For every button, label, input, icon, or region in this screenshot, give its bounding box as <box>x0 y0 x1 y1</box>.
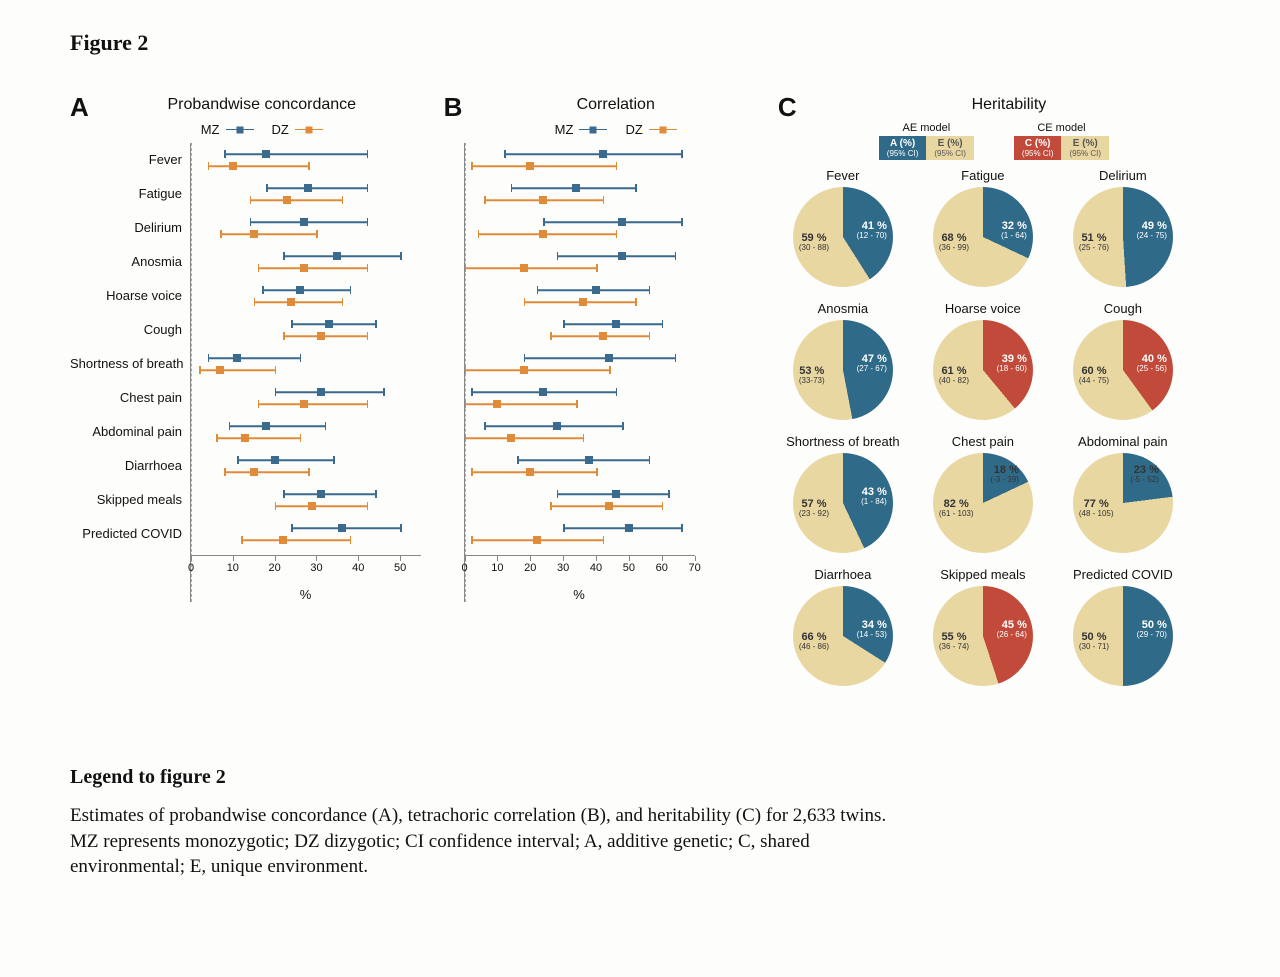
pie-title: Chest pain <box>918 434 1048 449</box>
panel-c: C Heritability AE modelA (%)(95% CI)E (%… <box>778 96 1210 686</box>
panel-b-legend: MZ DZ <box>444 122 758 137</box>
pie-grid: Fever41 %(12 - 70)59 %(30 - 88)Fatigue32… <box>778 168 1210 686</box>
symptom-label: Diarrhoea <box>70 449 182 483</box>
forest-row <box>465 279 694 313</box>
model-legend: AE modelA (%)(95% CI)E (%)(95% CI) CE mod… <box>778 122 1210 160</box>
pie-diarrhoea: Diarrhoea34 %(14 - 53)66 %(46 - 86) <box>778 567 908 686</box>
x-axis-label: % <box>465 587 694 602</box>
pie-predicted-covid: Predicted COVID50 %(29 - 70)50 %(30 - 71… <box>1058 567 1188 686</box>
legend-dz-label: DZ <box>272 122 289 137</box>
pie-title: Delirium <box>1058 168 1188 183</box>
panel-b-ylabels <box>444 143 464 602</box>
forest-row <box>465 313 694 347</box>
symptom-label: Shortness of breath <box>70 347 182 381</box>
legend-mz-label: MZ <box>201 122 220 137</box>
pie-anosmia: Anosmia47 %(27 - 67)53 %(33-73) <box>778 301 908 420</box>
legend-dz-label: DZ <box>625 122 642 137</box>
panel-a-title: Probandwise concordance <box>70 96 424 114</box>
panel-a-legend: MZ DZ <box>70 122 424 137</box>
panel-a: A Probandwise concordance MZ DZ FeverFat… <box>70 96 424 602</box>
forest-row <box>191 143 420 177</box>
forest-row <box>191 177 420 211</box>
legend-mz-label: MZ <box>555 122 574 137</box>
forest-row <box>465 211 694 245</box>
pie-chest-pain: Chest pain18 %(-3 - 39)82 %(61 - 103) <box>918 434 1048 553</box>
pie-shortness-of-breath: Shortness of breath43 %(1 - 84)57 %(23 -… <box>778 434 908 553</box>
forest-row <box>465 347 694 381</box>
model-box-ce: CE modelC (%)(95% CI)E (%)(95% CI) <box>1014 122 1109 160</box>
pie-title: Shortness of breath <box>778 434 908 449</box>
pie-delirium: Delirium49 %(24 - 75)51 %(25 - 76) <box>1058 168 1188 287</box>
pie-abdominal-pain: Abdominal pain23 %(-5 - 52)77 %(48 - 105… <box>1058 434 1188 553</box>
symptom-label: Skipped meals <box>70 483 182 517</box>
legend-body: Estimates of probandwise concordance (A)… <box>70 803 890 880</box>
symptom-label: Hoarse voice <box>70 279 182 313</box>
symptom-label: Fever <box>70 143 182 177</box>
pie-title: Fever <box>778 168 908 183</box>
panel-a-ylabels: FeverFatigueDeliriumAnosmiaHoarse voiceC… <box>70 143 190 602</box>
symptom-label: Fatigue <box>70 177 182 211</box>
pie-cough: Cough40 %(25 - 56)60 %(44 - 75) <box>1058 301 1188 420</box>
pie-title: Cough <box>1058 301 1188 316</box>
pie-title: Predicted COVID <box>1058 567 1188 582</box>
panels-row: A Probandwise concordance MZ DZ FeverFat… <box>70 96 1210 686</box>
symptom-label: Abdominal pain <box>70 415 182 449</box>
panel-a-letter: A <box>70 92 89 123</box>
panel-a-plot: 01020304050% <box>190 143 420 602</box>
forest-row <box>191 279 420 313</box>
panel-c-letter: C <box>778 92 797 123</box>
pie-hoarse-voice: Hoarse voice39 %(18 - 60)61 %(40 - 82) <box>918 301 1048 420</box>
forest-row <box>465 517 694 551</box>
panel-b-plot: 010203040506070% <box>464 143 694 602</box>
forest-row <box>465 245 694 279</box>
pie-skipped-meals: Skipped meals45 %(26 - 64)55 %(36 - 74) <box>918 567 1048 686</box>
symptom-label: Delirium <box>70 211 182 245</box>
forest-row <box>465 483 694 517</box>
pie-title: Fatigue <box>918 168 1048 183</box>
forest-row <box>191 245 420 279</box>
forest-row <box>191 313 420 347</box>
forest-row <box>191 381 420 415</box>
forest-row <box>191 517 420 551</box>
forest-row <box>191 483 420 517</box>
pie-title: Skipped meals <box>918 567 1048 582</box>
figure-legend: Legend to figure 2 Estimates of probandw… <box>70 766 890 880</box>
panel-b-title: Correlation <box>444 96 758 114</box>
forest-row <box>465 449 694 483</box>
forest-row <box>465 143 694 177</box>
forest-row <box>191 415 420 449</box>
forest-row <box>465 381 694 415</box>
pie-title: Hoarse voice <box>918 301 1048 316</box>
forest-row <box>191 211 420 245</box>
symptom-label: Cough <box>70 313 182 347</box>
symptom-label: Chest pain <box>70 381 182 415</box>
pie-fever: Fever41 %(12 - 70)59 %(30 - 88) <box>778 168 908 287</box>
symptom-label: Anosmia <box>70 245 182 279</box>
panel-b: B Correlation MZ DZ 010203040506070% <box>444 96 758 602</box>
panel-b-letter: B <box>444 92 463 123</box>
pie-fatigue: Fatigue32 %(1 - 64)68 %(36 - 99) <box>918 168 1048 287</box>
symptom-label: Predicted COVID <box>70 517 182 551</box>
forest-row <box>191 347 420 381</box>
figure-title: Figure 2 <box>70 30 1210 56</box>
pie-title: Diarrhoea <box>778 567 908 582</box>
pie-title: Abdominal pain <box>1058 434 1188 449</box>
forest-row <box>191 449 420 483</box>
forest-row <box>465 177 694 211</box>
panel-c-title: Heritability <box>778 96 1210 114</box>
x-axis-label: % <box>191 587 420 602</box>
legend-heading: Legend to figure 2 <box>70 766 890 789</box>
forest-row <box>465 415 694 449</box>
pie-title: Anosmia <box>778 301 908 316</box>
model-box-ae: AE modelA (%)(95% CI)E (%)(95% CI) <box>879 122 974 160</box>
